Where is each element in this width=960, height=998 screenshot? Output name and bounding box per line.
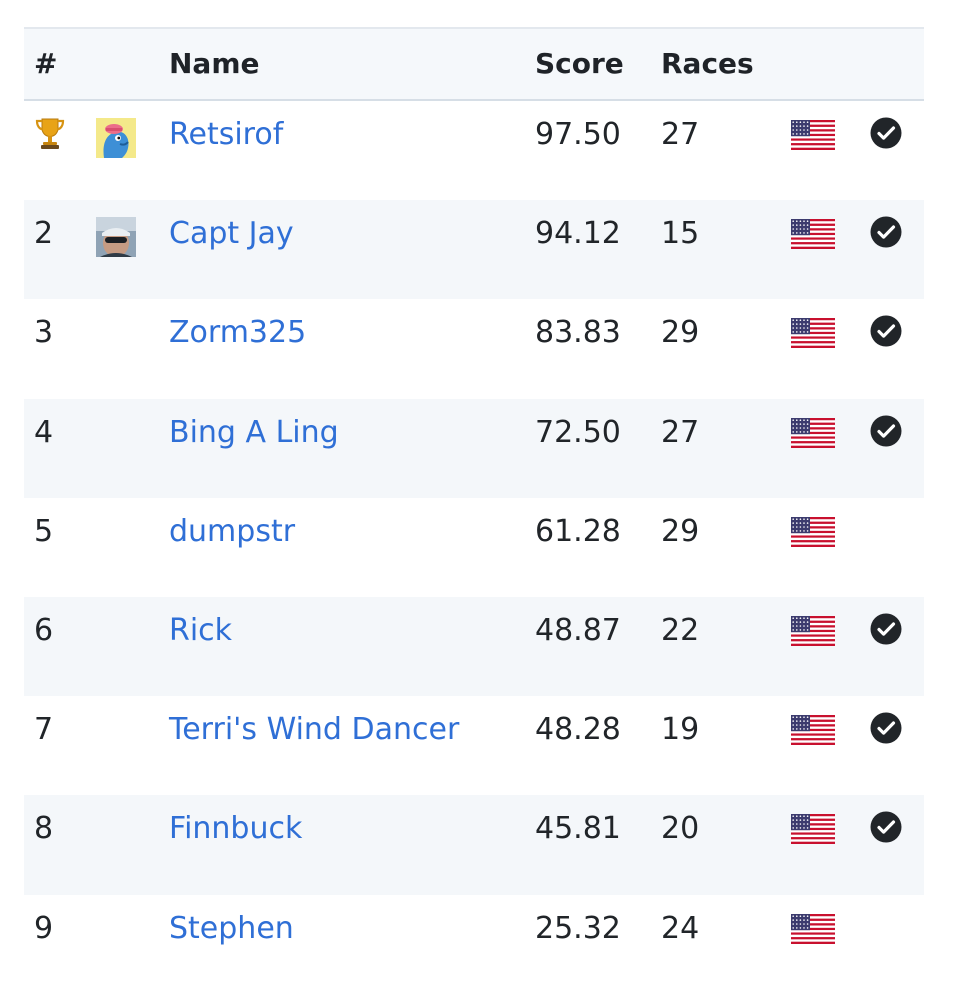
rank-cell: 5 [34, 513, 54, 549]
us-flag-icon [791, 913, 835, 944]
races-cell: 15 [661, 216, 700, 252]
rank-cell: 2 [34, 216, 54, 252]
races-cell: 27 [661, 117, 700, 152]
races-cell: 29 [661, 315, 700, 351]
us-flag-icon [791, 318, 835, 349]
us-flag-icon [791, 417, 835, 448]
check-circle-icon [870, 117, 902, 149]
us-flag-icon [791, 516, 835, 547]
player-name-link[interactable]: Bing A Ling [169, 414, 339, 450]
races-cell: 20 [661, 811, 700, 847]
check-circle-icon [870, 613, 902, 645]
player-name-link[interactable]: Zorm325 [169, 315, 307, 351]
table-row: 2 Capt Jay 94.12 15 [24, 200, 924, 300]
score-cell: 45.81 [535, 811, 621, 847]
rank-cell: 9 [34, 910, 54, 946]
player-name-link[interactable]: Rick [169, 612, 233, 648]
us-flag-icon [791, 715, 835, 746]
races-cell: 27 [661, 414, 700, 450]
rank-cell: 7 [34, 712, 54, 748]
table-body: Retsirof 97.50 27 2 Capt Jay 94.12 15 3 … [24, 101, 924, 994]
score-cell: 48.87 [535, 612, 621, 648]
check-circle-icon [870, 415, 902, 447]
player-name-link[interactable]: Retsirof [169, 117, 284, 152]
header-name[interactable]: Name [169, 47, 260, 80]
table-row: 4 Bing A Ling 72.50 27 [24, 398, 924, 498]
player-name-link[interactable]: Finnbuck [169, 811, 303, 847]
table-header: # Name Score Races [24, 27, 924, 101]
table-row: Retsirof 97.50 27 [24, 101, 924, 200]
header-score[interactable]: Score [535, 47, 624, 80]
us-flag-icon [791, 120, 835, 151]
leaderboard-table: # Name Score Races Retsirof 97.50 27 2 C… [24, 27, 924, 994]
header-rank[interactable]: # [34, 47, 58, 80]
races-cell: 19 [661, 712, 700, 748]
score-cell: 25.32 [535, 910, 621, 946]
player-name-link[interactable]: dumpstr [169, 513, 296, 549]
player-name-link[interactable]: Terri's Wind Dancer [169, 712, 460, 748]
table-row: 3 Zorm325 83.83 29 [24, 299, 924, 398]
score-cell: 72.50 [535, 414, 621, 450]
score-cell: 97.50 [535, 117, 621, 152]
check-circle-icon [870, 811, 902, 843]
rank-cell: 8 [34, 811, 54, 847]
races-cell: 22 [661, 612, 700, 648]
score-cell: 83.83 [535, 315, 621, 351]
us-flag-icon [791, 615, 835, 646]
rank-cell: 3 [34, 315, 54, 351]
table-row: 5 dumpstr 61.28 29 [24, 498, 924, 597]
table-row: 9 Stephen 25.32 24 [24, 895, 924, 994]
check-circle-icon [870, 712, 902, 744]
table-row: 6 Rick 48.87 22 [24, 596, 924, 697]
rank-cell: 4 [34, 414, 54, 450]
races-cell: 29 [661, 513, 700, 549]
score-cell: 48.28 [535, 712, 621, 748]
table-row: 8 Finnbuck 45.81 20 [24, 795, 924, 895]
trophy-icon [34, 116, 66, 150]
check-circle-icon [870, 315, 902, 347]
player-name-link[interactable]: Stephen [169, 910, 294, 946]
avatar[interactable] [96, 118, 136, 158]
rank-cell: 6 [34, 612, 54, 648]
us-flag-icon [791, 814, 835, 845]
table-row: 7 Terri's Wind Dancer 48.28 19 [24, 696, 924, 795]
us-flag-icon [791, 219, 835, 250]
avatar[interactable] [96, 217, 136, 258]
score-cell: 94.12 [535, 216, 621, 252]
player-name-link[interactable]: Capt Jay [169, 216, 294, 252]
header-races[interactable]: Races [661, 47, 754, 80]
score-cell: 61.28 [535, 513, 621, 549]
check-circle-icon [870, 216, 902, 248]
races-cell: 24 [661, 910, 700, 946]
